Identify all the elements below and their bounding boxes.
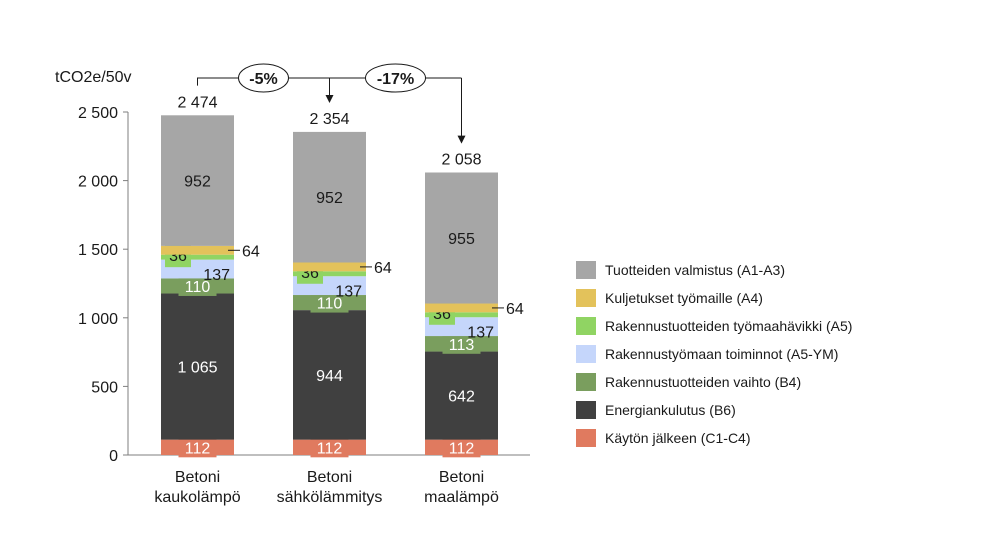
arrow-head (325, 95, 334, 104)
segment-value-label: 137 (335, 284, 362, 301)
legend-label: Käytön jälkeen (C1-C4) (605, 430, 751, 446)
legend-swatch (576, 317, 596, 335)
segment-label-badge (442, 333, 481, 354)
segment-value-label: 137 (467, 325, 494, 342)
segment-value-label: 952 (184, 174, 211, 191)
bar-segment-kuljetukset-ty-maille-a4 (425, 303, 498, 313)
segment-value-label: 110 (317, 296, 343, 313)
segment-label-badge (178, 437, 217, 458)
bar-total-label: 2 354 (309, 111, 349, 128)
y-tick-label: 1 500 (78, 242, 118, 259)
legend-swatch (576, 429, 596, 447)
legend: Tuotteiden valmistus (A1-A3) Kuljetukset … (576, 261, 852, 447)
segment-value-label: 112 (317, 440, 343, 457)
bar-segment-rakennustuotteiden-ty-maah-vikki-a5 (425, 312, 498, 318)
difference-bubble (365, 63, 426, 93)
segment-value-label: 64 (242, 243, 260, 260)
legend-label: Tuotteiden valmistus (A1-A3) (605, 262, 785, 278)
category-label: Betoni (307, 469, 352, 486)
category-label: Betoni (175, 469, 220, 486)
y-tick-label: 500 (91, 379, 118, 396)
legend-swatch (576, 345, 596, 363)
legend-label: Rakennustyömaan toiminnot (A5-YM) (605, 346, 838, 362)
legend-swatch (576, 289, 596, 307)
segment-value-label: 944 (316, 368, 343, 385)
bar-segment-kuljetukset-ty-maille-a4 (293, 262, 366, 272)
y-tick-label: 1 000 (78, 311, 118, 328)
bar-segment-tuotteiden-valmistus-a1-a3 (425, 172, 498, 304)
segment-label-badge (310, 437, 349, 458)
segment-value-label: 955 (448, 231, 475, 248)
bar-segment-kuljetukset-ty-maille-a4 (161, 245, 234, 255)
difference-annotations: -5% -17% (197, 63, 466, 144)
legend-swatch (576, 401, 596, 419)
bar-total-label: 2 058 (441, 152, 481, 169)
y-tick-label: 2 000 (78, 174, 118, 191)
arrow-head (457, 135, 466, 144)
bar-segment-rakennustuotteiden-ty-maah-vikki-a5 (293, 271, 366, 277)
segment-value-label: 112 (185, 440, 211, 457)
bar-segment-energiankulutus-b6 (293, 310, 366, 440)
category-label: maalämpö (424, 489, 499, 506)
bar-segment-energiankulutus-b6 (161, 293, 234, 440)
difference-label: -17% (377, 71, 414, 88)
legend-swatch (576, 261, 596, 279)
category-label: Betoni (439, 469, 484, 486)
segment-value-label: 113 (449, 337, 475, 354)
segment-value-label: 642 (448, 389, 475, 406)
segment-value-label: 64 (506, 301, 524, 318)
segment-value-label: 137 (203, 267, 230, 284)
y-tick-label: 2 500 (78, 105, 118, 122)
segment-value-label: 110 (185, 279, 211, 296)
bar-total-label: 2 474 (177, 95, 217, 112)
y-axis-title: tCO2e/50v (55, 69, 131, 86)
bar-segment-rakennustuotteiden-ty-maah-vikki-a5 (161, 254, 234, 260)
bar-segment-tuotteiden-valmistus-a1-a3 (161, 115, 234, 246)
category-label: kaukolämpö (154, 489, 240, 506)
legend-label: Kuljetukset työmaille (A4) (605, 290, 763, 306)
segment-label-badge (178, 275, 217, 296)
y-axis: 0 500 1 000 1 500 2 000 2 500 (78, 105, 530, 465)
segment-label-badge (442, 437, 481, 458)
difference-bubble (238, 63, 289, 93)
bar-segment-tuotteiden-valmistus-a1-a3 (293, 131, 366, 263)
segment-label-badge (310, 292, 349, 313)
legend-label: Energiankulutus (B6) (605, 402, 736, 418)
legend-swatch (576, 373, 596, 391)
category-label: sähkölämmitys (277, 489, 383, 506)
segment-value-label: 952 (316, 190, 343, 207)
segment-value-label: 64 (374, 260, 392, 277)
y-tick-label: 0 (109, 448, 118, 465)
legend-label: Rakennustuotteiden vaihto (B4) (605, 374, 801, 390)
segment-value-label: 112 (449, 440, 475, 457)
segment-value-label: 1 065 (177, 360, 217, 377)
bar-segment-energiankulutus-b6 (425, 351, 498, 440)
difference-label: -5% (249, 71, 277, 88)
legend-label: Rakennustuotteiden työmaahävikki (A5) (605, 318, 852, 334)
